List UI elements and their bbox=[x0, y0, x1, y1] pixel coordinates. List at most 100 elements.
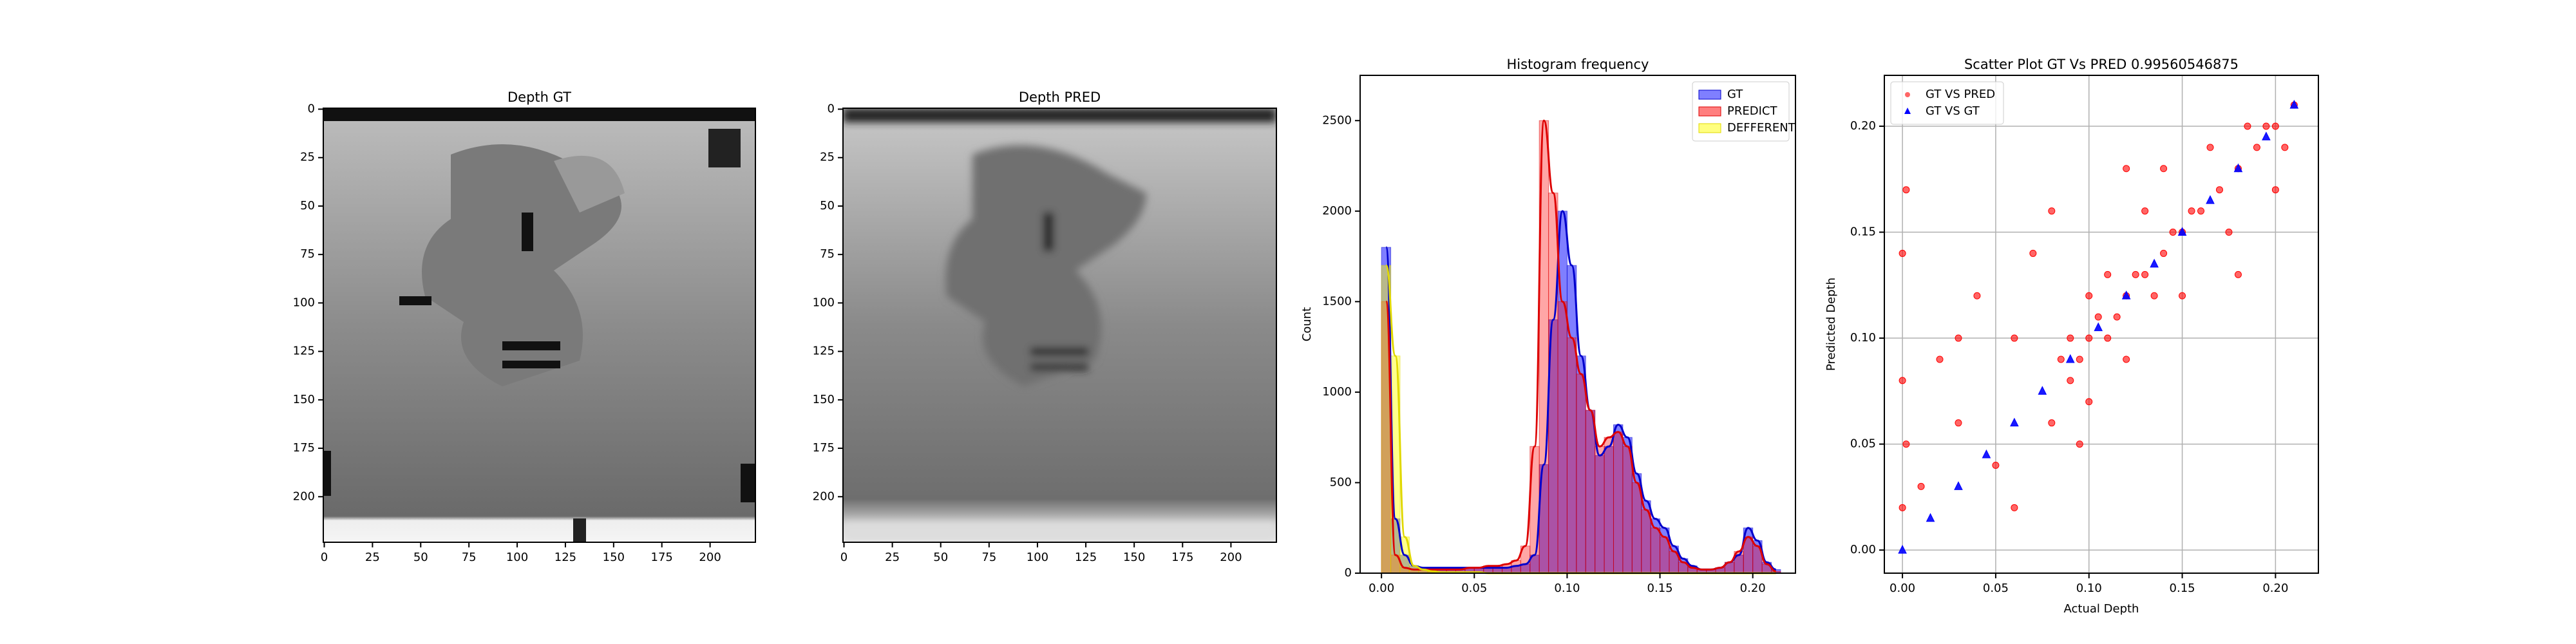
legend-swatch bbox=[1698, 123, 1721, 133]
x-axis-label: Actual Depth bbox=[2064, 602, 2139, 616]
y-tick-label: 75 bbox=[300, 247, 315, 261]
x-tick-label: 0.00 bbox=[1889, 582, 1915, 595]
scatter-point bbox=[2160, 165, 2168, 173]
x-tick-label: 0.05 bbox=[1461, 582, 1487, 595]
x-tick-label: 125 bbox=[554, 551, 576, 564]
scatter-point bbox=[1982, 449, 1991, 459]
histogram-bar bbox=[1613, 431, 1624, 574]
legend-swatch bbox=[1698, 90, 1721, 100]
y-tick-label: 150 bbox=[813, 393, 835, 406]
histogram-bar bbox=[1585, 410, 1596, 574]
x-tick-label: 0.15 bbox=[1647, 582, 1673, 595]
scatter-point bbox=[2179, 292, 2186, 299]
x-tick-label: 200 bbox=[699, 551, 721, 564]
scatter-point bbox=[2104, 270, 2112, 278]
scatter-point bbox=[2271, 186, 2279, 194]
scatter-point bbox=[1899, 377, 1906, 384]
y-tick-label: 1000 bbox=[1322, 385, 1352, 399]
legend-label: GT VS PRED bbox=[1926, 88, 1995, 101]
y-axis-label: Count bbox=[1300, 307, 1314, 341]
y-tick-label: 0.15 bbox=[1850, 225, 1876, 239]
scatter-point bbox=[2085, 292, 2093, 299]
histogram-bar bbox=[1557, 301, 1567, 574]
x-tick-label: 50 bbox=[413, 551, 428, 564]
histogram-bar bbox=[1566, 337, 1577, 574]
scatter-point bbox=[2215, 186, 2223, 194]
scatter-point bbox=[2206, 144, 2214, 151]
scatter-point bbox=[2067, 334, 2074, 342]
y-tick-label: 175 bbox=[293, 441, 315, 455]
scatter-point bbox=[2281, 144, 2289, 151]
scatter-point bbox=[1898, 545, 1907, 554]
scatter-point bbox=[2076, 440, 2083, 448]
scatter-point bbox=[2121, 290, 2131, 299]
depth-pred-image bbox=[843, 108, 1276, 542]
histogram-bar bbox=[1650, 527, 1661, 574]
axes-frame bbox=[1359, 75, 1796, 574]
y-tick-label: 0 bbox=[1345, 566, 1352, 580]
y-tick-label: 1500 bbox=[1322, 294, 1352, 308]
y-tick-label: 125 bbox=[813, 345, 835, 358]
scatter-point bbox=[2177, 227, 2187, 236]
legend-label: PREDICT bbox=[1727, 104, 1777, 118]
scatter-point bbox=[2029, 249, 2037, 257]
y-tick-label: 0.05 bbox=[1850, 437, 1876, 451]
histogram-bar bbox=[1595, 446, 1605, 574]
x-tick-label: 25 bbox=[365, 551, 380, 564]
scatter-point bbox=[2233, 163, 2243, 173]
legend-swatch bbox=[1698, 106, 1721, 117]
x-tick-label: 0.20 bbox=[1740, 582, 1766, 595]
scatter-point bbox=[1954, 481, 1963, 490]
scatter-point bbox=[2169, 229, 2177, 236]
x-tick-label: 175 bbox=[651, 551, 673, 564]
x-tick-label: 0.20 bbox=[2262, 582, 2288, 595]
legend-label: GT bbox=[1727, 88, 1743, 101]
y-tick-label: 200 bbox=[813, 489, 835, 503]
scatter-point bbox=[2141, 270, 2149, 278]
x-tick-label: 200 bbox=[1220, 551, 1242, 564]
scatter-point bbox=[2038, 386, 2047, 395]
density-line bbox=[1385, 119, 1777, 573]
y-tick-label: 200 bbox=[293, 489, 315, 503]
scatter-point bbox=[2104, 334, 2112, 342]
x-tick-label: 0.00 bbox=[1368, 582, 1394, 595]
scatter-point bbox=[2011, 334, 2018, 342]
histogram-bar bbox=[1576, 374, 1586, 574]
y-tick-label: 25 bbox=[820, 151, 835, 164]
y-tick-label: 0.00 bbox=[1850, 543, 1876, 556]
x-tick-label: 0.15 bbox=[2170, 582, 2195, 595]
depth-gt-image bbox=[323, 108, 755, 542]
y-tick-label: 50 bbox=[820, 199, 835, 213]
scatter-point bbox=[1936, 355, 1944, 363]
scatter-point bbox=[2123, 355, 2130, 363]
histogram-bar bbox=[1631, 482, 1642, 574]
scatter-point bbox=[2244, 122, 2251, 130]
x-tick-label: 75 bbox=[462, 551, 477, 564]
scatter-point bbox=[2085, 398, 2093, 406]
x-tick-label: 75 bbox=[981, 551, 996, 564]
scatter-point bbox=[2289, 99, 2299, 109]
scatter-point bbox=[2188, 207, 2195, 215]
scatter-point bbox=[1899, 504, 1906, 511]
scatter-point bbox=[2065, 354, 2075, 363]
scatter-point bbox=[2113, 313, 2121, 321]
chart-title: Scatter Plot GT Vs PRED 0.99560546875 bbox=[1964, 57, 2239, 72]
scatter-point bbox=[2271, 122, 2279, 130]
y-tick-label: 50 bbox=[300, 199, 315, 213]
scatter-point bbox=[2150, 258, 2159, 268]
x-tick-label: 50 bbox=[933, 551, 948, 564]
scatter-point bbox=[1902, 440, 1910, 448]
histogram-bar bbox=[1604, 437, 1614, 574]
scatter-point bbox=[2094, 313, 2102, 321]
y-tick-label: 25 bbox=[300, 151, 315, 164]
legend-marker bbox=[1904, 108, 1911, 114]
scatter-point bbox=[1992, 462, 2000, 469]
scatter-point bbox=[1955, 334, 1962, 342]
scatter-point bbox=[2010, 417, 2019, 427]
y-tick-label: 150 bbox=[293, 393, 315, 406]
scatter-point bbox=[2048, 419, 2056, 427]
y-tick-label: 0 bbox=[308, 102, 315, 116]
x-tick-label: 0 bbox=[321, 551, 328, 564]
x-tick-label: 0 bbox=[840, 551, 848, 564]
